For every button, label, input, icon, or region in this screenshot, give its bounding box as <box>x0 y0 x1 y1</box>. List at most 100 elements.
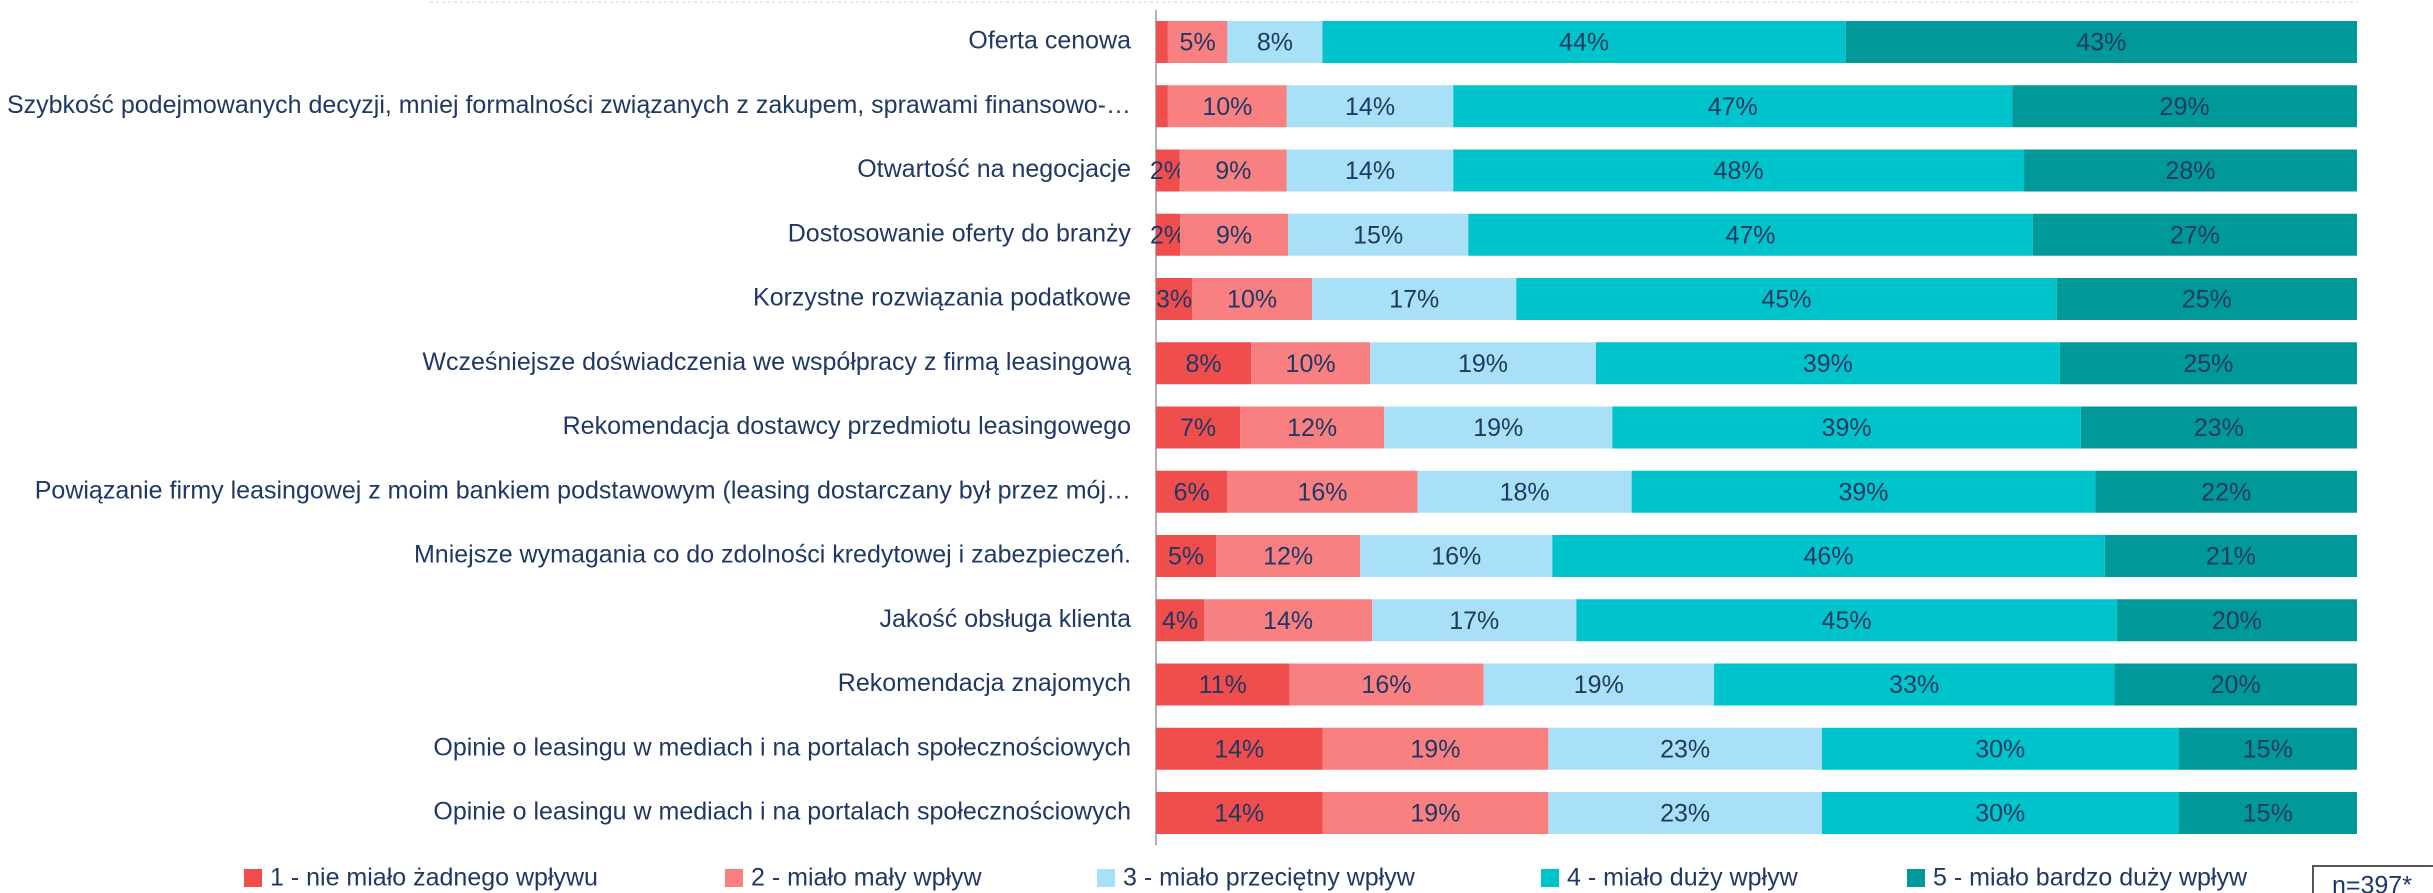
value-label: 33% <box>1889 671 1939 699</box>
bar-segment <box>1180 213 1289 256</box>
bar-segment <box>2095 470 2357 513</box>
bar-segment <box>1548 727 1822 770</box>
value-label: 39% <box>1803 350 1853 378</box>
bar-segment <box>2024 149 2357 192</box>
value-label: 15% <box>2243 735 2293 763</box>
category-label: Rekomendacja dostawcy przedmiotu leasing… <box>563 412 1131 440</box>
value-label: 16% <box>1431 543 1481 571</box>
bar-segment <box>1576 599 2117 642</box>
bar-segment <box>1845 21 2357 63</box>
value-label: 14% <box>1345 157 1395 185</box>
bar-segment <box>1372 599 1577 642</box>
bar-segment <box>1631 470 2096 513</box>
legend-swatch <box>1097 869 1115 887</box>
legend-swatch <box>244 869 262 887</box>
value-label: 47% <box>1725 221 1775 249</box>
value-label: 7% <box>1180 414 1216 442</box>
bar-segment <box>1370 342 1596 385</box>
value-label: 10% <box>1227 286 1277 314</box>
legend-label: 2 - miało mały wpływ <box>751 864 983 892</box>
value-label: 29% <box>2160 93 2210 121</box>
bar-segment <box>1821 792 2179 834</box>
value-label: 5% <box>1180 29 1216 57</box>
category-label: Oferta cenowa <box>968 27 1131 55</box>
bar-segment <box>2116 599 2357 642</box>
bar-segment <box>2080 406 2357 449</box>
value-label: 10% <box>1202 93 1252 121</box>
value-label: 46% <box>1804 543 1854 571</box>
bar-segment <box>1156 278 1193 320</box>
category-label: Otwartość na negocjacje <box>857 155 1131 183</box>
bar-segment <box>1204 599 1373 642</box>
category-label: Opinie o leasingu w mediach i na portala… <box>433 798 1131 826</box>
bar-segment <box>1417 470 1632 513</box>
value-label: 19% <box>1410 735 1460 763</box>
value-label: 11% <box>1199 671 1247 699</box>
bar-segment <box>1167 21 1228 63</box>
value-label: 39% <box>1838 478 1888 506</box>
bar-segment <box>2178 727 2357 770</box>
category-label: Mniejsze wymagania co do zdolności kredy… <box>414 541 1131 569</box>
bar-segment <box>1240 406 1385 449</box>
bar-segment <box>1156 406 1241 449</box>
value-label: 19% <box>1458 350 1508 378</box>
bar-segment <box>1156 213 1181 256</box>
bar-segment <box>1714 663 2115 706</box>
value-label: 14% <box>1214 735 1264 763</box>
value-label: 20% <box>2212 607 2262 635</box>
bar-segment <box>1216 535 1361 577</box>
legend-label: 5 - miało bardzo duży wpływ <box>1933 864 2248 892</box>
value-label: 45% <box>1822 607 1872 635</box>
value-label: 21% <box>2206 543 2256 571</box>
bar-segment <box>2059 342 2357 385</box>
bar-segment <box>1322 792 1549 834</box>
value-label: 44% <box>1559 29 1609 57</box>
bar-segment <box>2104 535 2357 577</box>
bar-segment <box>1192 278 1313 320</box>
bar-segment <box>1322 21 1846 63</box>
legend-label: 3 - miało przeciętny wpływ <box>1123 864 1416 892</box>
value-label: 9% <box>1215 157 1251 185</box>
value-label: 22% <box>2201 478 2251 506</box>
value-label: 3% <box>1156 286 1192 314</box>
category-label: Rekomendacja znajomych <box>838 669 1131 697</box>
bar-segment <box>1286 149 1454 192</box>
value-label: 15% <box>1353 221 1403 249</box>
value-label: 8% <box>1257 29 1293 57</box>
category-label: Wcześniejsze doświadczenia we współpracy… <box>422 348 1131 376</box>
value-label: 4% <box>1162 607 1198 635</box>
bar-segment <box>1179 149 1287 192</box>
value-label: 14% <box>1214 800 1264 828</box>
value-label: 5% <box>1168 543 1204 571</box>
bar-segment <box>1468 213 2033 256</box>
bar-segment <box>1156 663 1290 706</box>
value-label: 19% <box>1574 671 1624 699</box>
bar-segment <box>2056 278 2357 320</box>
value-label: 17% <box>1449 607 1499 635</box>
category-label: Dostosowanie oferty do branży <box>788 219 1132 247</box>
bar-segment <box>1227 21 1323 63</box>
legend-swatch <box>1907 869 1925 887</box>
bar-segment <box>1156 535 1217 577</box>
value-label: 27% <box>2170 221 2220 249</box>
legend-swatch <box>1541 869 1559 887</box>
bar-segment <box>1156 21 1168 63</box>
legend-label: 4 - miało duży wpływ <box>1567 864 1799 892</box>
bar-segment <box>1167 85 1287 128</box>
value-label: 17% <box>1389 286 1439 314</box>
value-label: 10% <box>1286 350 1336 378</box>
annotation: n=397* <box>2332 872 2412 893</box>
bar-segment <box>1251 342 1371 385</box>
bar-segment <box>2114 663 2357 706</box>
value-label: 15% <box>2243 800 2293 828</box>
value-label: 19% <box>1473 414 1523 442</box>
value-label: 23% <box>2194 414 2244 442</box>
category-label: Szybkość podejmowanych decyzji, mniej fo… <box>7 91 1131 119</box>
value-label: 23% <box>1660 735 1710 763</box>
bar-segment <box>1156 727 1323 770</box>
bar-segment <box>1821 727 2179 770</box>
bar-segment <box>1156 470 1228 513</box>
value-label: 28% <box>2166 157 2216 185</box>
bar-segment <box>2178 792 2357 834</box>
